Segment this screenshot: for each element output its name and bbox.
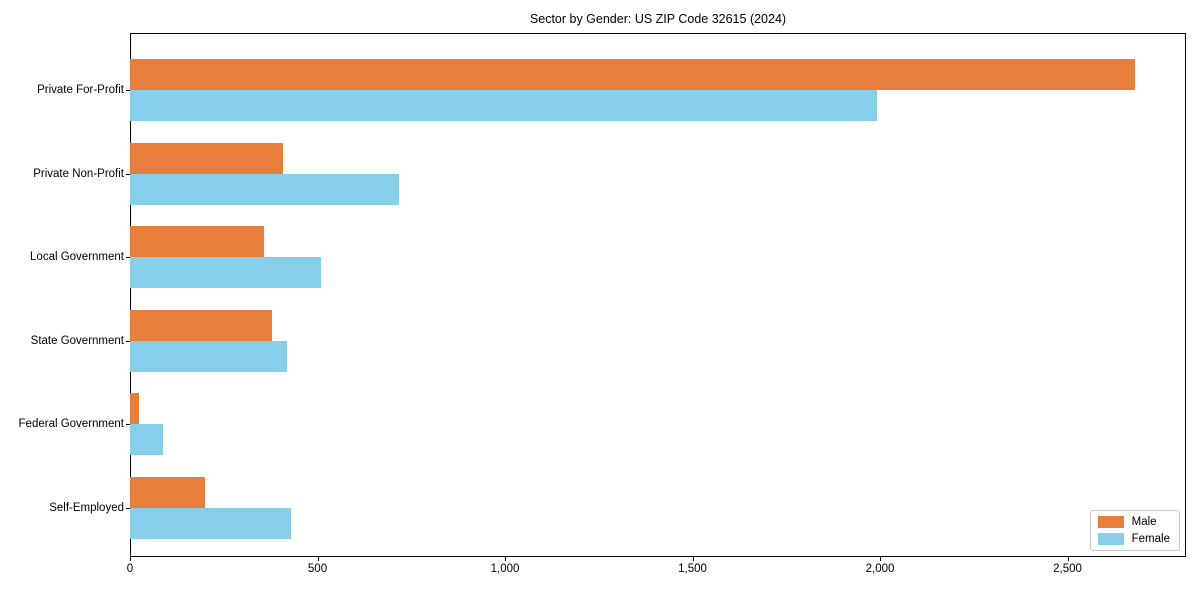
y-axis-label: State Government	[30, 334, 124, 347]
y-tick-mark	[126, 508, 130, 509]
x-tick-mark	[1067, 557, 1069, 561]
bar-female	[130, 508, 291, 539]
bar-male	[130, 226, 264, 258]
x-axis-label: 1,000	[490, 563, 520, 575]
x-tick-mark	[880, 557, 881, 561]
bar-male	[130, 309, 272, 341]
legend: Male Female	[1089, 510, 1180, 551]
x-axis-label: 0	[126, 563, 134, 575]
female-color-swatch	[1097, 533, 1124, 545]
bar-female	[130, 424, 163, 456]
bar-male	[130, 393, 139, 425]
y-tick-mark	[126, 424, 130, 426]
y-axis-label: Private Non-Profit	[33, 167, 124, 180]
bar-female	[130, 90, 877, 121]
bar-male	[130, 477, 205, 508]
y-tick-mark	[126, 257, 130, 259]
male-color-swatch	[1097, 516, 1124, 528]
bar-female	[130, 257, 321, 289]
legend-label-male: Male	[1131, 516, 1157, 528]
x-tick-mark	[317, 557, 319, 561]
x-axis-label: 500	[307, 563, 328, 575]
y-axis-label: Self-Employed	[49, 502, 124, 514]
y-axis-label: Local Government	[30, 251, 124, 264]
bar-female	[130, 173, 399, 205]
bar-female	[130, 340, 287, 372]
legend-label-female: Female	[1131, 533, 1170, 545]
bar-male	[130, 59, 1135, 90]
legend-entry-female: Female	[1097, 533, 1170, 545]
y-tick-mark	[126, 340, 130, 342]
x-tick-mark	[505, 557, 506, 561]
y-axis-label: Private For-Profit	[37, 84, 124, 96]
legend-entry-male: Male	[1097, 516, 1170, 528]
x-axis-label: 2,000	[865, 563, 895, 575]
bar-male	[130, 142, 284, 174]
y-axis-label: Federal Government	[18, 418, 124, 431]
chart-title: Sector by Gender: US ZIP Code 32615 (202…	[529, 12, 787, 26]
x-axis-label: 2,500	[1053, 563, 1082, 575]
y-tick-mark	[126, 173, 130, 175]
x-tick-mark	[130, 557, 131, 561]
x-tick-mark	[692, 557, 694, 561]
y-tick-mark	[126, 90, 130, 91]
x-axis-label: 1,500	[678, 563, 707, 575]
